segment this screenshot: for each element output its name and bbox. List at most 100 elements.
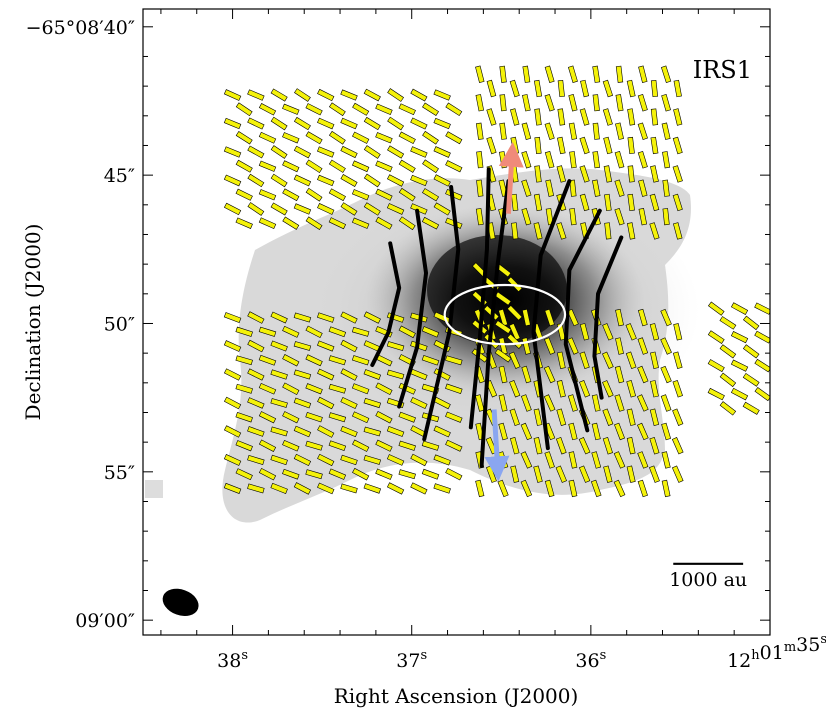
polarization-vector [328,412,347,423]
polarization-vector [328,188,346,202]
polarization-vector [294,88,311,102]
polarization-vector [386,426,405,437]
polarization-vector [662,179,670,197]
polarization-vector [730,387,749,401]
polarization-vector [247,117,265,130]
polarization-vector [270,173,288,188]
polarization-vector [386,341,405,351]
polarization-vector [579,380,591,398]
polarization-vector [603,136,613,155]
polarization-vector [270,88,288,102]
polarization-vector [293,341,312,351]
polarization-vector [258,189,277,201]
polarization-vector [660,394,672,412]
polarization-vector [247,89,265,101]
polarization-vector [661,479,671,498]
polarization-vector [433,174,451,187]
panel-label: IRS1 [693,56,752,84]
polarization-vector [499,65,507,83]
polarization-vector [567,394,578,412]
polarization-vector [328,355,347,366]
polarization-vector [258,467,277,481]
polarization-vector [673,108,683,126]
polarization-vector [270,426,288,437]
polarization-vector [627,165,635,183]
polarization-vector [579,323,590,341]
polarization-vector [499,94,507,112]
polarization-vector [247,202,265,216]
polarization-vector [340,425,358,438]
polarization-vector [258,217,277,230]
polarization-vector [661,122,671,140]
polarization-vector [398,159,416,173]
polarization-vector [235,159,253,173]
polarization-vector [672,193,683,212]
polarization-vector [498,365,508,384]
polarization-vector [627,108,636,126]
plot-area [145,65,770,616]
polarization-vector [614,150,625,169]
polarization-vector [398,440,416,451]
polarization-vector [223,454,242,466]
polarization-vector [486,79,497,98]
polarization-vector [351,326,370,337]
polarization-vector [719,372,737,388]
polarization-vector [521,150,532,169]
polarization-vector [568,422,578,441]
y-tick-label: 09′00″ [75,610,135,632]
field-line [531,179,572,451]
polarization-vector [662,208,670,226]
field-line [563,208,602,433]
polarization-vector [627,136,635,155]
field-line [592,235,624,400]
polarization-vector [363,369,382,380]
polarization-vector [557,108,566,126]
polarization-vector [498,422,508,441]
polarization-vector [293,425,312,438]
polarization-vector [602,108,613,126]
polarization-vector [637,308,648,327]
polarization-vector [522,94,531,112]
polarization-vector [592,122,600,140]
polarization-vector [387,145,405,159]
polarization-vector [305,469,323,480]
polarization-vector [603,165,613,183]
polarization-vector [533,222,543,240]
polarization-vector [592,65,601,83]
polarization-vector [247,145,265,159]
polarization-vector [305,131,323,145]
polarization-vector [293,453,312,467]
polarization-vector [235,102,253,117]
polarization-vector [475,394,485,412]
polarization-vector [673,222,683,240]
polarization-vector [568,479,578,498]
polarization-vector [556,165,567,183]
polarization-vector [555,436,567,455]
polarization-vector [509,380,521,398]
polarization-vector [638,208,648,226]
polarization-vector [521,365,532,384]
polarization-vector [445,411,463,423]
polarization-vector [433,368,451,381]
polarization-vector [707,359,725,373]
polarization-vector [282,411,300,424]
polarization-vector [556,380,566,398]
field-line [479,179,511,468]
polarization-vector [340,145,358,159]
polarization-vector [604,193,612,212]
polarization-vector [673,323,683,341]
emission-blob [145,480,163,498]
polarization-vector [375,103,393,115]
polarization-vector [544,479,555,498]
polarization-vector [636,394,649,412]
polarization-vector [508,323,521,341]
polarization-vector [660,308,672,327]
polarization-vector [602,79,614,98]
polarization-vector [719,316,737,330]
polarization-vector [305,187,323,202]
polarization-vector [340,339,358,353]
polarization-vector [543,394,556,412]
outflow-arrows [484,141,524,482]
polarization-vector [317,425,335,438]
polarization-vector [476,179,484,197]
